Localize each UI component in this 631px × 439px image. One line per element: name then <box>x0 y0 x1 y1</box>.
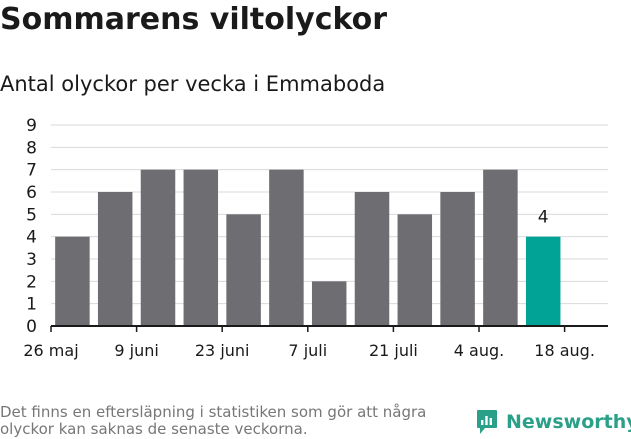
chart-title: Sommarens viltolyckor <box>0 2 388 37</box>
y-tick-label: 7 <box>26 161 37 181</box>
newsworthy-brand-name: Newsworthy <box>506 411 631 433</box>
x-tick-label: 18 aug. <box>534 341 595 360</box>
bar <box>269 169 304 326</box>
x-tick-label: 9 juni <box>114 341 158 360</box>
chart-subtitle: Antal olyckor per vecka i Emmaboda <box>0 72 386 96</box>
y-tick-label: 1 <box>26 295 37 315</box>
data-labels: 4 <box>538 208 549 228</box>
x-axis <box>50 325 608 332</box>
newsworthy-logo-icon <box>476 409 498 435</box>
bar <box>525 236 561 326</box>
y-tick-label: 0 <box>26 317 37 337</box>
x-axis-tick-labels: 26 maj 9 juni 23 juni 7 juli 21 juli 4 aug. 18… <box>23 341 595 360</box>
x-tick-label: 4 aug. <box>454 341 504 360</box>
bar <box>483 169 518 326</box>
bar <box>440 192 475 326</box>
y-tick-label: 8 <box>26 138 37 158</box>
x-tick-label: 26 maj <box>23 341 78 360</box>
y-tick-label: 9 <box>26 116 37 136</box>
x-tick-label: 23 juni <box>195 341 250 360</box>
bar <box>226 214 261 326</box>
bar <box>55 236 90 326</box>
bar <box>311 281 347 326</box>
y-tick-label: 6 <box>26 183 37 203</box>
data-label: 4 <box>538 208 549 228</box>
y-tick-label: 5 <box>26 205 37 225</box>
x-tick-label: 21 juli <box>369 341 418 360</box>
bar <box>397 214 433 326</box>
y-tick-label: 4 <box>26 228 37 248</box>
bars <box>55 169 561 326</box>
y-tick-label: 2 <box>26 272 37 292</box>
bar <box>140 169 176 326</box>
grid-lines <box>51 124 608 305</box>
bar <box>183 169 219 326</box>
y-axis-tick-labels: 01 234 567 89 <box>26 116 37 337</box>
bar <box>354 192 390 326</box>
footnote: Det finns en eftersläpning i statistiken… <box>0 403 427 438</box>
y-tick-label: 3 <box>26 250 37 270</box>
bar <box>97 192 133 326</box>
x-tick-label: 7 juli <box>288 341 327 360</box>
newsworthy-logo: Newsworthy <box>476 408 631 436</box>
